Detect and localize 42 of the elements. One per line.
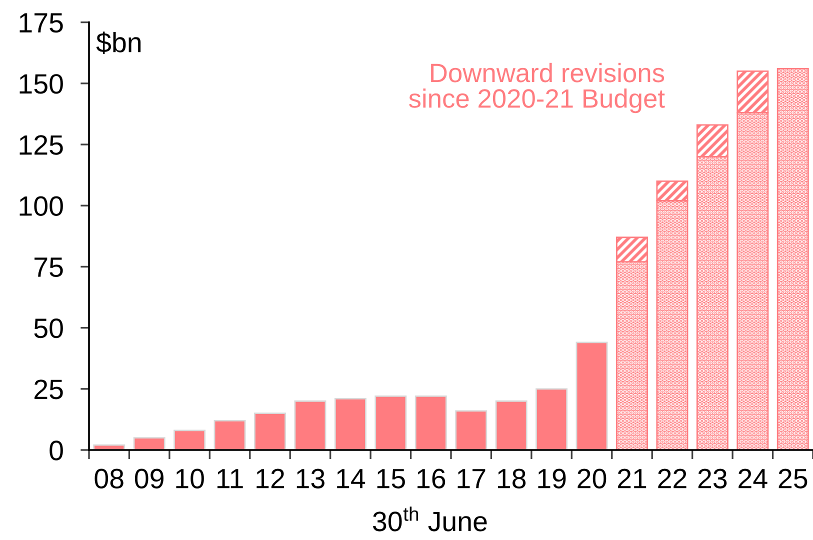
x-tick-label: 19	[538, 468, 566, 488]
bar	[174, 430, 206, 450]
x-tick-label: 21	[618, 468, 646, 488]
bar	[133, 437, 166, 450]
bar	[334, 398, 366, 450]
bar	[214, 420, 246, 450]
x-tick-label: 08	[94, 468, 124, 488]
y-tick-label: 75	[34, 258, 63, 278]
x-tick-label: 12	[256, 468, 284, 488]
x-tick-label: 13	[296, 468, 324, 488]
y-tick-label: 125	[20, 135, 63, 155]
annotation: Downward revisions since 2020-21 Budget	[409, 62, 665, 114]
y-tick-label: 0	[50, 440, 63, 460]
y-tick-label: 50	[34, 318, 63, 338]
bar	[254, 412, 286, 450]
x-tick-label: 23	[698, 468, 727, 488]
x-tick-label: 18	[498, 468, 526, 488]
bar	[374, 396, 407, 450]
x-tick-label: 11	[217, 469, 243, 488]
x-tick-label: 16	[418, 468, 446, 488]
bar	[414, 396, 447, 450]
bar	[294, 400, 326, 450]
y-tick-label: 150	[20, 74, 63, 94]
x-tick-label: 10	[176, 468, 204, 488]
bar	[495, 400, 528, 450]
x-axis-title: 30$^{th}$ June	[373, 506, 487, 532]
x-tick-label: 25	[778, 468, 808, 488]
y-tick-label: 100	[20, 196, 63, 216]
x-tick-label: 22	[658, 468, 686, 488]
x-tick-label: 09	[134, 468, 164, 488]
y-tick-label: 175	[20, 13, 63, 33]
y-tick-label: 25	[34, 380, 63, 400]
bar	[536, 388, 568, 450]
bar	[455, 410, 488, 450]
x-tick-label: 20	[578, 468, 606, 488]
y-axis-title: $bn	[96, 32, 141, 54]
x-tick-label: 24	[738, 468, 768, 488]
x-tick-label: 15	[377, 469, 405, 488]
bar	[576, 342, 608, 450]
x-tick-label: 17	[458, 469, 486, 488]
x-tick-label: 14	[337, 469, 366, 488]
bar	[776, 68, 809, 450]
